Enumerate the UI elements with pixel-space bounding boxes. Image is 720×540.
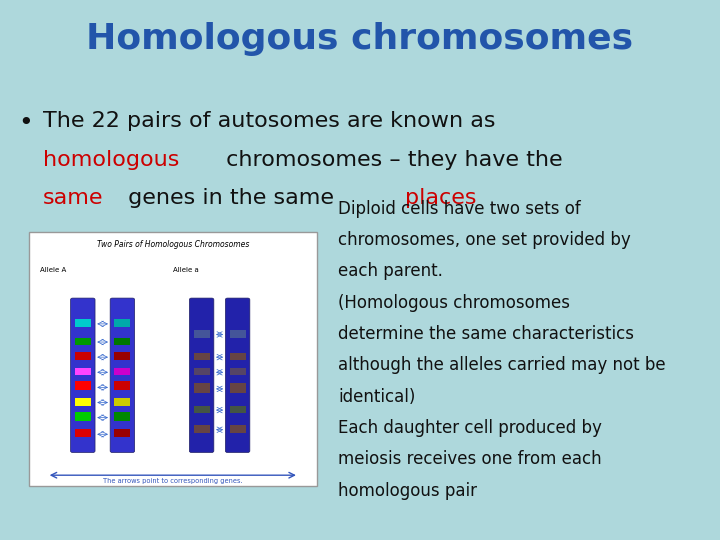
FancyBboxPatch shape (194, 425, 210, 433)
Text: Two Pairs of Homologous Chromosomes: Two Pairs of Homologous Chromosomes (96, 240, 249, 249)
Text: The 22 pairs of autosomes are known as: The 22 pairs of autosomes are known as (43, 111, 495, 131)
FancyBboxPatch shape (75, 429, 91, 437)
FancyBboxPatch shape (230, 368, 246, 375)
Text: Allele A: Allele A (40, 267, 66, 273)
FancyBboxPatch shape (75, 319, 91, 327)
Text: Homologous chromosomes: Homologous chromosomes (86, 22, 634, 56)
Text: places: places (405, 188, 477, 208)
FancyBboxPatch shape (194, 383, 210, 394)
FancyBboxPatch shape (75, 398, 91, 406)
FancyBboxPatch shape (75, 381, 91, 390)
Text: Diploid cells have two sets of: Diploid cells have two sets of (338, 200, 581, 218)
Text: determine the same characteristics: determine the same characteristics (338, 325, 634, 343)
Text: although the alleles carried may not be: although the alleles carried may not be (338, 356, 666, 374)
FancyBboxPatch shape (114, 352, 130, 360)
Text: same: same (43, 188, 104, 208)
FancyBboxPatch shape (114, 319, 130, 327)
FancyBboxPatch shape (230, 330, 246, 338)
Text: meiosis receives one from each: meiosis receives one from each (338, 450, 602, 468)
FancyBboxPatch shape (194, 330, 210, 338)
Text: chromosomes, one set provided by: chromosomes, one set provided by (338, 231, 631, 249)
Text: genes in the same: genes in the same (121, 188, 341, 208)
FancyBboxPatch shape (194, 406, 210, 413)
FancyBboxPatch shape (114, 381, 130, 390)
FancyBboxPatch shape (114, 429, 130, 437)
FancyBboxPatch shape (230, 353, 246, 360)
FancyBboxPatch shape (110, 298, 135, 453)
FancyBboxPatch shape (230, 383, 246, 394)
FancyBboxPatch shape (114, 338, 130, 345)
FancyBboxPatch shape (230, 425, 246, 433)
FancyBboxPatch shape (75, 368, 91, 375)
Text: homologous pair: homologous pair (338, 482, 477, 500)
FancyBboxPatch shape (225, 298, 250, 453)
Text: (Homologous chromosomes: (Homologous chromosomes (338, 294, 570, 312)
Text: •: • (18, 111, 32, 134)
Text: each parent.: each parent. (338, 262, 444, 280)
FancyBboxPatch shape (189, 298, 214, 453)
Text: Each daughter cell produced by: Each daughter cell produced by (338, 419, 602, 437)
FancyBboxPatch shape (114, 413, 130, 421)
FancyBboxPatch shape (75, 413, 91, 421)
Text: homologous: homologous (43, 150, 179, 170)
Text: chromosomes – they have the: chromosomes – they have the (219, 150, 563, 170)
FancyBboxPatch shape (194, 353, 210, 360)
FancyBboxPatch shape (114, 398, 130, 406)
FancyBboxPatch shape (194, 368, 210, 375)
Text: The arrows point to corresponding genes.: The arrows point to corresponding genes. (103, 478, 243, 484)
FancyBboxPatch shape (29, 232, 317, 486)
FancyBboxPatch shape (75, 338, 91, 345)
Text: Allele a: Allele a (173, 267, 199, 273)
FancyBboxPatch shape (75, 352, 91, 360)
Text: identical): identical) (338, 388, 415, 406)
FancyBboxPatch shape (114, 368, 130, 375)
FancyBboxPatch shape (230, 406, 246, 413)
FancyBboxPatch shape (71, 298, 95, 453)
